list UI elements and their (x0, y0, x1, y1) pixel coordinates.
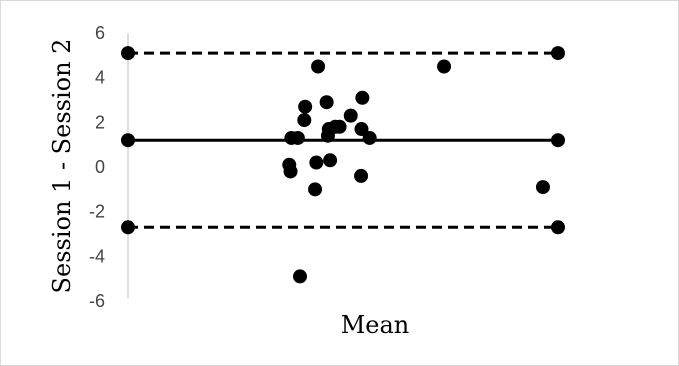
data-point (323, 153, 338, 168)
lower-limit-right-marker (551, 220, 565, 235)
data-point (354, 122, 369, 137)
upper-limit-right-marker (551, 46, 565, 61)
data-point (362, 130, 377, 145)
y-tick-label: -2 (89, 202, 105, 222)
data-point (355, 90, 370, 105)
data-point (437, 59, 452, 74)
data-point (319, 95, 334, 110)
y-tick-labels: 6 4 2 0 -2 -4 -6 (89, 23, 105, 311)
mean-left-marker (121, 133, 135, 148)
y-tick-label: -6 (89, 291, 105, 311)
reference-lines (128, 51, 558, 229)
data-points (282, 59, 550, 284)
data-point (354, 168, 369, 183)
data-point (297, 113, 312, 128)
y-tick-label: 0 (95, 157, 105, 177)
data-point (298, 99, 313, 114)
y-axis-title: Session 1 - Session 2 (48, 39, 76, 294)
data-point (343, 108, 358, 123)
data-point (535, 180, 550, 195)
data-point (309, 155, 324, 170)
lower-limit-left-marker (121, 220, 135, 235)
upper-limit-left-marker (121, 46, 135, 61)
y-tick-label: 2 (95, 112, 105, 132)
data-point (290, 130, 305, 145)
y-tick-label: 6 (95, 23, 105, 43)
data-point (308, 182, 323, 197)
data-point (283, 164, 298, 179)
data-point (311, 59, 326, 74)
data-point (293, 269, 307, 284)
data-point (332, 119, 347, 134)
y-tick-label: -4 (89, 246, 105, 266)
reference-line-end-markers (121, 46, 565, 235)
mean-right-marker (551, 133, 565, 148)
x-axis-title: Mean (341, 311, 410, 339)
y-tick-label: 4 (95, 68, 105, 88)
